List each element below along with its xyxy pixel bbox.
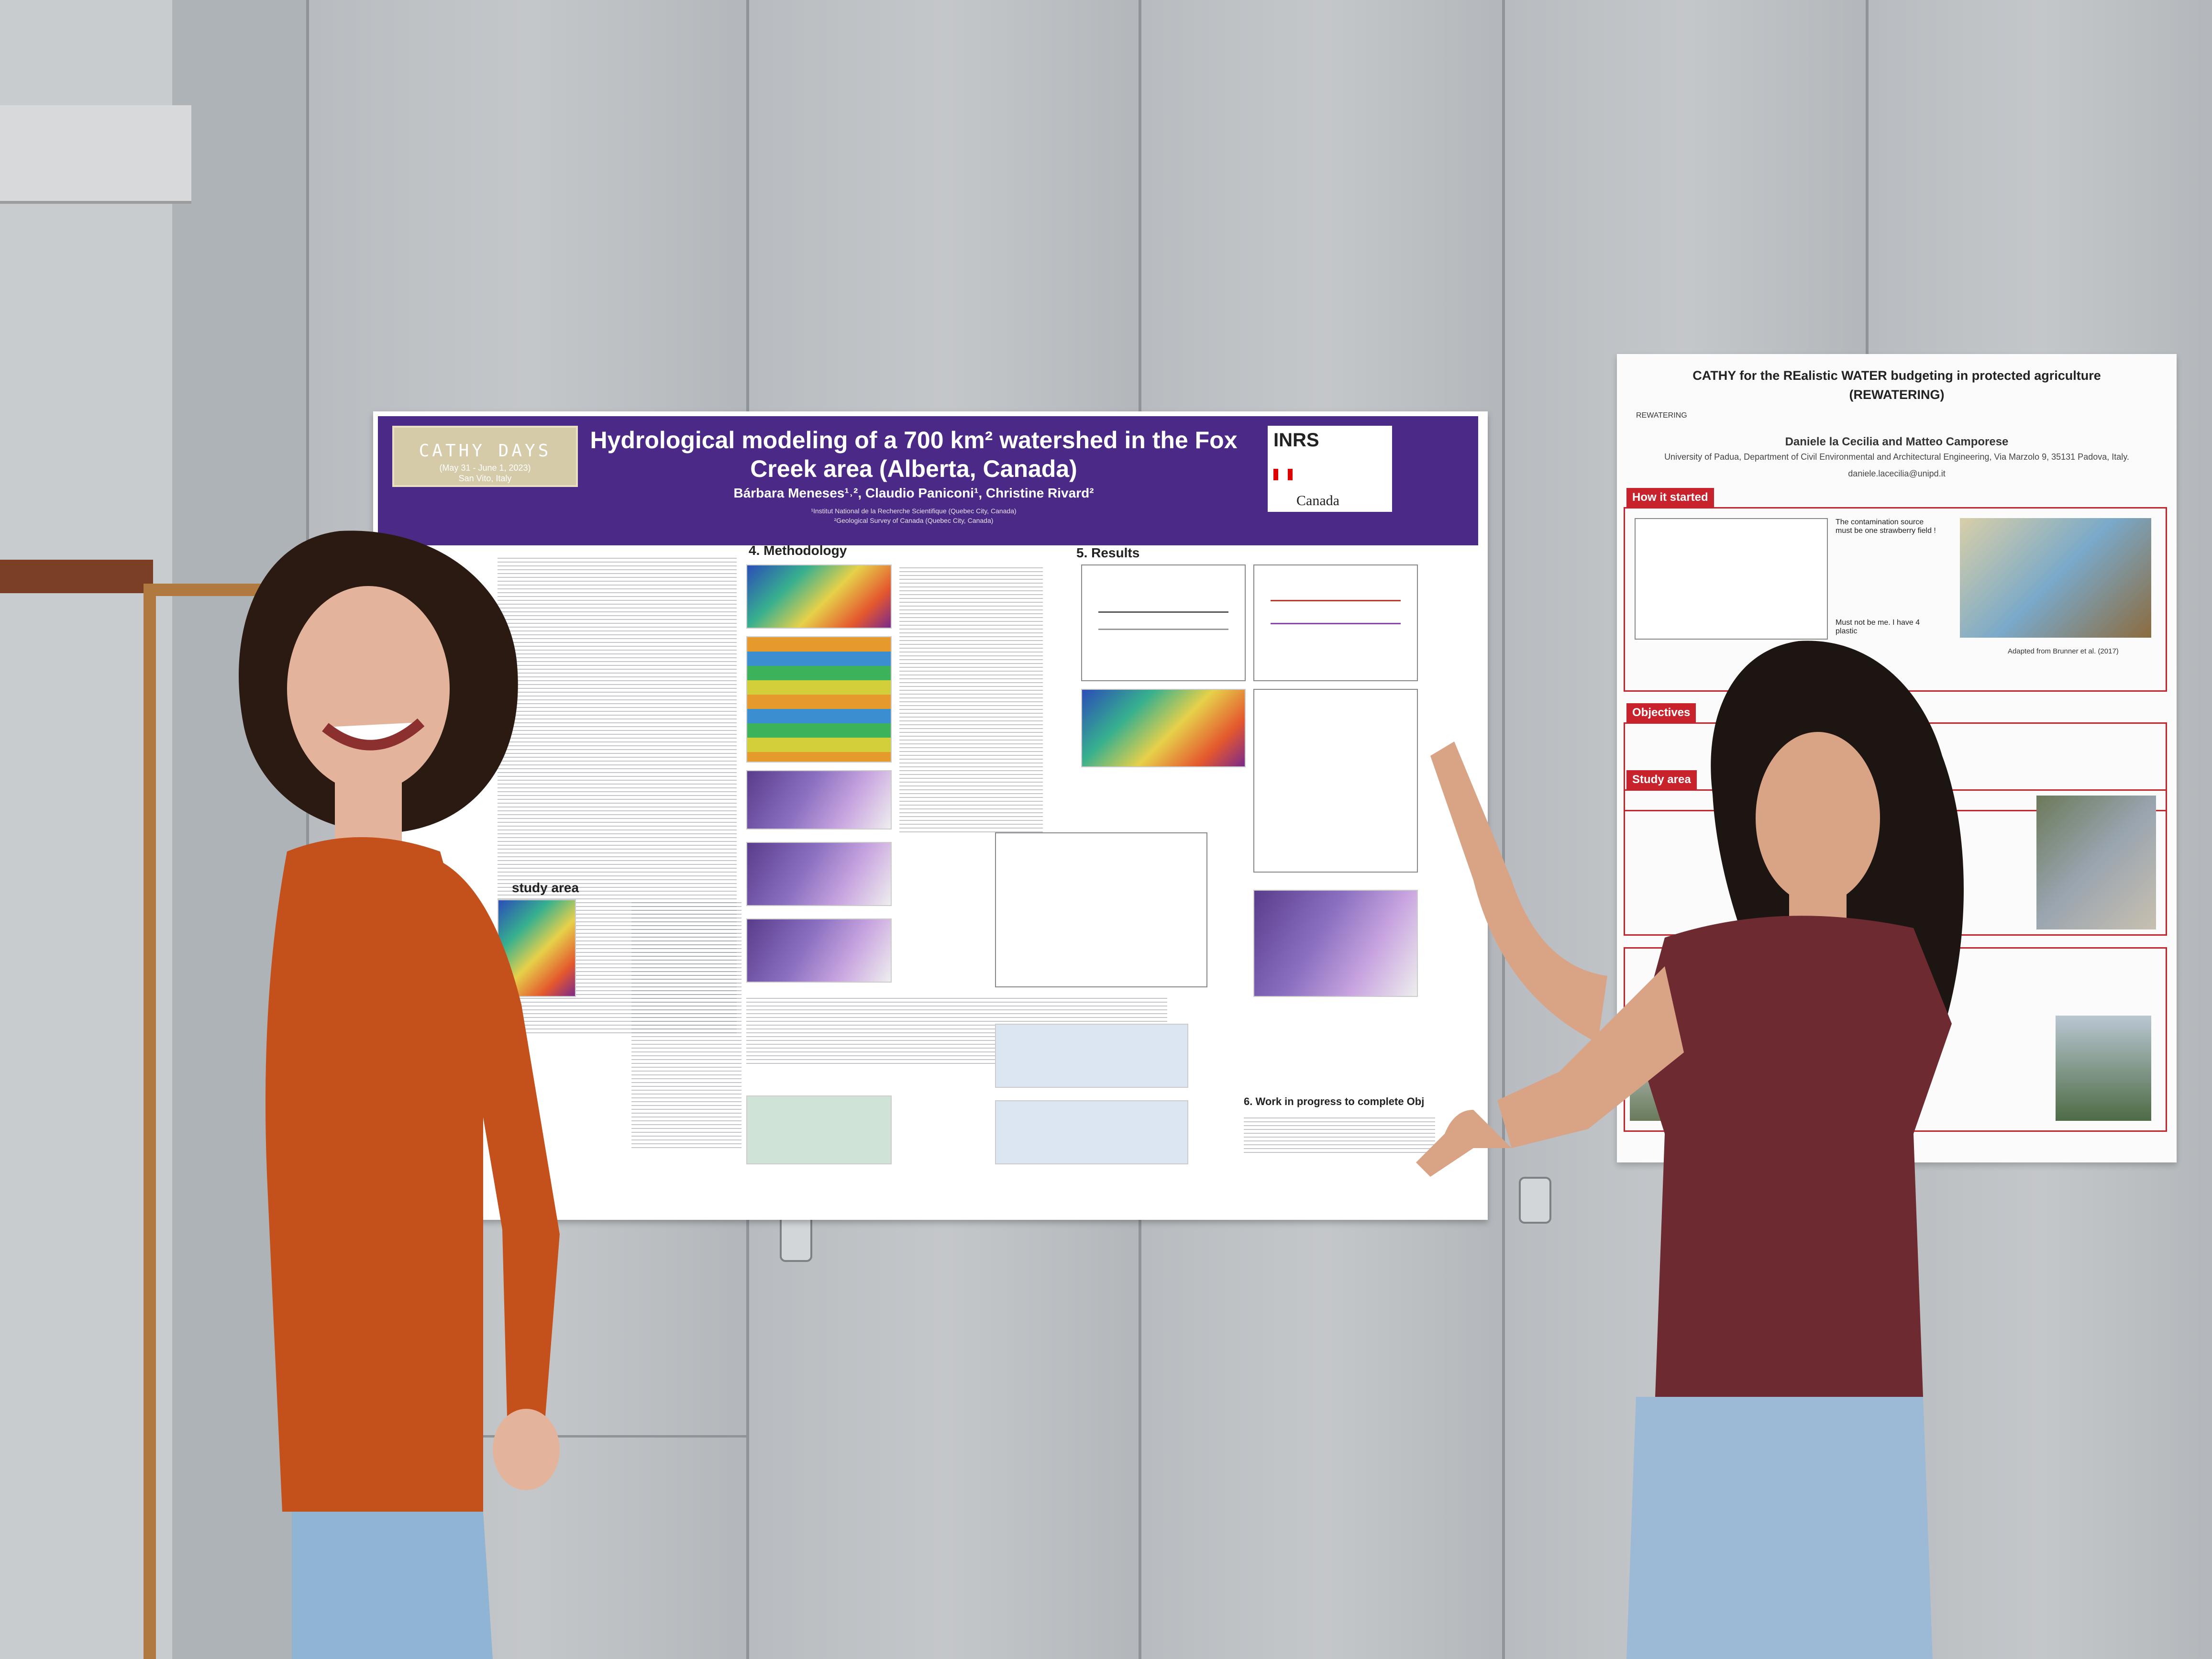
- rewatering-authors: Daniele la Cecilia and Matteo Camporese: [1785, 435, 2009, 448]
- water-table-plot: [1081, 564, 1246, 681]
- satellite-image: [2036, 796, 2156, 929]
- study-area-text: [631, 899, 741, 1148]
- rewatering-title: CATHY for the REalistic WATER budgeting …: [1692, 368, 2101, 383]
- ponding-head-map-january: [995, 1100, 1188, 1164]
- water-table-map: [1081, 689, 1246, 767]
- recharge-map-june: [746, 842, 892, 906]
- profile-plot: [1253, 689, 1418, 873]
- speech-bubble-1: The contamination source must be one str…: [1836, 518, 1936, 535]
- rewatering-subtitle: (REWATERING): [1849, 387, 1945, 402]
- canada-flag-icon: [1273, 469, 1293, 480]
- cathy-days-badge: CATHY DAYS (May 31 - June 1, 2023) San V…: [392, 426, 578, 487]
- section-methodology: 4. Methodology: [749, 543, 847, 558]
- speech-bubble-2: Must not be me. I have 4 plastic: [1836, 619, 1920, 635]
- section-study-area: study area: [512, 880, 579, 895]
- recharge-map-january: [746, 918, 892, 983]
- mesh-figure: [746, 770, 892, 830]
- rewatering-email: daniele.lacecilia@unipd.it: [1848, 469, 1946, 478]
- cabinet-lock: [1519, 1177, 1551, 1224]
- ponding-head-map-june: [995, 1024, 1188, 1088]
- section-results: 5. Results: [1076, 545, 1140, 560]
- poster-title: Hydrological modeling of a 700 km² water…: [590, 427, 1238, 482]
- discharge-plot: [995, 832, 1207, 987]
- wall-shelf: [0, 105, 191, 204]
- dem-map-figure: [746, 564, 892, 629]
- canada-wordmark: Canada: [1296, 493, 1339, 509]
- badge-dates: (May 31 - June 1, 2023): [439, 463, 531, 473]
- figure-caption: Adapted from Brunner et al. (2017): [2008, 647, 2119, 655]
- section-work-in-progress: 6. Work in progress to complete Obj: [1244, 1095, 1425, 1107]
- greenhouse-illustration: [1960, 518, 2151, 638]
- canal-photo: [2056, 1016, 2151, 1121]
- person-right: [1416, 641, 1964, 1659]
- rewatering-logo: REWATERING: [1636, 411, 1687, 420]
- work-in-progress-text: [1244, 1115, 1435, 1153]
- poster-affiliation-1: ¹Institut National de la Recherche Scien…: [811, 507, 1017, 515]
- methodology-text: [899, 564, 1043, 832]
- badge-title: CATHY DAYS: [419, 441, 552, 461]
- inrs-logo: INRS: [1273, 430, 1319, 451]
- cabinet-lock: [780, 1215, 812, 1262]
- poster-header: CATHY DAYS (May 31 - June 1, 2023) San V…: [378, 416, 1478, 545]
- fluxes-plot: [1253, 564, 1418, 681]
- main-poster: CATHY DAYS (May 31 - June 1, 2023) San V…: [373, 411, 1488, 1220]
- wooden-shelf: [0, 560, 153, 593]
- layers-figure: [746, 636, 892, 763]
- section-study-area: Study area: [1626, 770, 1697, 789]
- land-cover-map: [746, 1095, 892, 1164]
- badge-place: San Vito, Italy: [458, 474, 512, 483]
- wt-depth-map: [1253, 890, 1418, 997]
- section-objectives: Objectives: [1626, 703, 1696, 722]
- poster-affiliation-2: ²Geological Survey of Canada (Quebec Cit…: [834, 517, 994, 524]
- institution-logos: INRS Canada: [1268, 426, 1392, 512]
- rewatering-affiliation: University of Padua, Department of Civil…: [1664, 452, 2129, 462]
- section-how-it-started: How it started: [1626, 488, 1714, 507]
- poster-authors: Bárbara Meneses¹˒², Claudio Paniconi¹, C…: [733, 486, 1094, 500]
- person-left: [239, 531, 560, 1659]
- how-it-started-box: The contamination source must be one str…: [1624, 507, 2167, 692]
- concentration-chart: [1635, 518, 1828, 640]
